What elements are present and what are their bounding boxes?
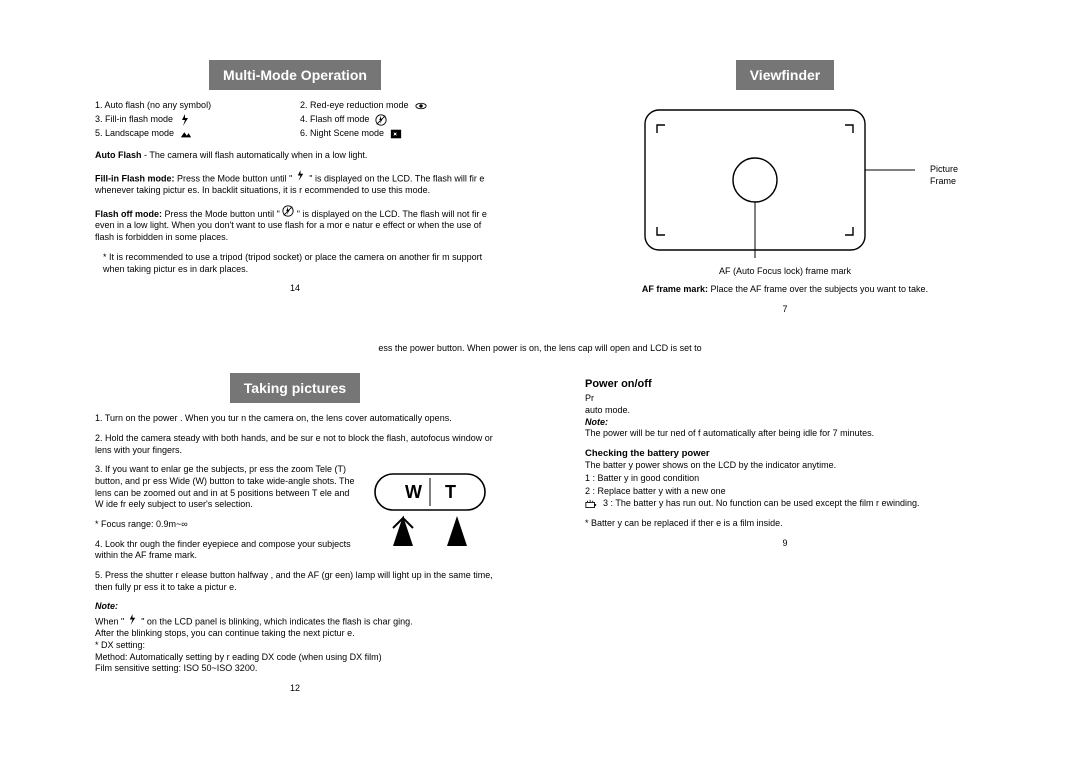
header-multi-mode: Multi-Mode Operation (209, 60, 381, 90)
mode-label: 3. Fill-in flash mode (95, 114, 173, 126)
mode-night: 6. Night Scene mode (300, 128, 495, 140)
mode-redeye: 2. Red-eye reduction mode (300, 100, 495, 112)
flash-icon (127, 613, 139, 625)
para-tripod: * It is recommended to use a tripod (tri… (95, 252, 495, 275)
viewfinder-svg (615, 100, 955, 260)
label-bold: Fill-in Flash mode: (95, 173, 175, 183)
batt-2: 2 : Replace batter y with a new one (585, 486, 985, 498)
night-scene-icon (390, 128, 402, 140)
po-idle: The power will be tur ned of f automatic… (585, 428, 985, 440)
text: When " (95, 617, 127, 627)
label-bold: AF frame mark: (642, 284, 708, 294)
note-label: Note: (585, 417, 985, 429)
tp-5: 5. Press the shutter r elease button hal… (95, 570, 495, 593)
text: The batter y power shows on the LCD by t… (585, 460, 836, 470)
po-pr: Pr (585, 393, 985, 405)
col-multi-mode: Multi-Mode Operation 1. Auto flash (no a… (95, 60, 495, 315)
para-flashoff: Flash off mode: Press the Mode button un… (95, 205, 495, 244)
para-auto-flash: Auto Flash - The camera will flash autom… (95, 150, 495, 162)
text: Place the AF frame over the subjects you… (708, 284, 928, 294)
viewfinder-diagram: Picture Frame (585, 100, 985, 260)
flash-icon (179, 114, 191, 126)
text: 3 : The batter y has run out. No functio… (603, 498, 920, 510)
tp-note-1: When " " on the LCD panel is blinking, w… (95, 613, 495, 628)
bottom-row: Taking pictures 1. Turn on the power . W… (95, 373, 985, 695)
batt-line: The batter y power shows on the LCD by t… (585, 460, 985, 472)
top-row: Multi-Mode Operation 1. Auto flash (no a… (95, 60, 985, 315)
page-number-7: 7 (585, 304, 985, 316)
flash-off-icon (375, 114, 387, 126)
col-viewfinder: Viewfinder Picture Frame AF (Auto Fo (585, 60, 985, 315)
mid-line: ess the power button. When power is on, … (95, 343, 985, 355)
page-root: Multi-Mode Operation 1. Auto flash (no a… (0, 0, 1080, 763)
landscape-icon (180, 128, 192, 140)
af-caption: AF (Auto Focus lock) frame mark (585, 266, 985, 278)
mode-flashoff: 4. Flash off mode (300, 114, 495, 126)
svg-text:W: W (405, 482, 422, 502)
text: 1 : Batter y in good condition (585, 473, 699, 485)
text: " on the LCD panel is blinking, which in… (141, 617, 412, 627)
tp-dx2: Method: Automatically setting by r eadin… (95, 652, 495, 664)
text: Press the Mode button until " (175, 173, 295, 183)
page-number-9: 9 (585, 538, 985, 550)
af-text: AF frame mark: Place the AF frame over t… (585, 284, 985, 296)
battery-empty-icon (585, 499, 597, 511)
flash-off-icon (282, 205, 294, 217)
tp-dx3: Film sensitive setting: ISO 50~ISO 3200. (95, 663, 495, 675)
mode-landscape: 5. Landscape mode (95, 128, 290, 140)
mode-label: 1. Auto flash (no any symbol) (95, 100, 211, 112)
zoom-illustration: W T (365, 468, 495, 550)
mode-grid: 1. Auto flash (no any symbol) 2. Red-eye… (95, 100, 495, 140)
batt-3: 3 : The batter y has run out. No functio… (585, 498, 985, 510)
mode-auto-flash: 1. Auto flash (no any symbol) (95, 100, 290, 112)
text: Press the Mode button until " (162, 209, 282, 219)
text: - The camera will flash automatically wh… (142, 150, 368, 160)
eye-icon (415, 100, 427, 112)
note-label: Note: (95, 601, 495, 613)
mode-label: 5. Landscape mode (95, 128, 174, 140)
label-picture-frame: Picture Frame (930, 164, 985, 187)
header-power: Power on/off (585, 377, 985, 391)
tp-2: 2. Hold the camera steady with both hand… (95, 433, 495, 456)
para-fillin: Fill-in Flash mode: Press the Mode butto… (95, 170, 495, 197)
label-bold: Auto Flash (95, 150, 142, 160)
mode-fillin: 3. Fill-in flash mode (95, 114, 290, 126)
text: 2 : Replace batter y with a new one (585, 486, 726, 498)
mode-label: 2. Red-eye reduction mode (300, 100, 409, 112)
po-auto: auto mode. (585, 405, 985, 417)
label-bold: Flash off mode: (95, 209, 162, 219)
mode-label: 4. Flash off mode (300, 114, 369, 126)
col-taking-pictures: Taking pictures 1. Turn on the power . W… (95, 373, 495, 695)
col-power: Power on/off Pr auto mode. Note: The pow… (585, 373, 985, 695)
batt-note: * Batter y can be replaced if ther e is … (585, 518, 985, 530)
svg-text:T: T (445, 482, 456, 502)
header-viewfinder: Viewfinder (736, 60, 835, 90)
page-number-12: 12 (95, 683, 495, 695)
tp-dx1: * DX setting: (95, 640, 495, 652)
tp-1: 1. Turn on the power . When you tur n th… (95, 413, 495, 425)
tp-note-2: After the blinking stops, you can contin… (95, 628, 495, 640)
page-number-14: 14 (95, 283, 495, 295)
header-battery: Checking the battery power (585, 448, 985, 460)
batt-1: 1 : Batter y in good condition (585, 473, 985, 485)
flash-icon (295, 170, 307, 182)
mode-label: 6. Night Scene mode (300, 128, 384, 140)
header-taking-pictures: Taking pictures (230, 373, 360, 403)
